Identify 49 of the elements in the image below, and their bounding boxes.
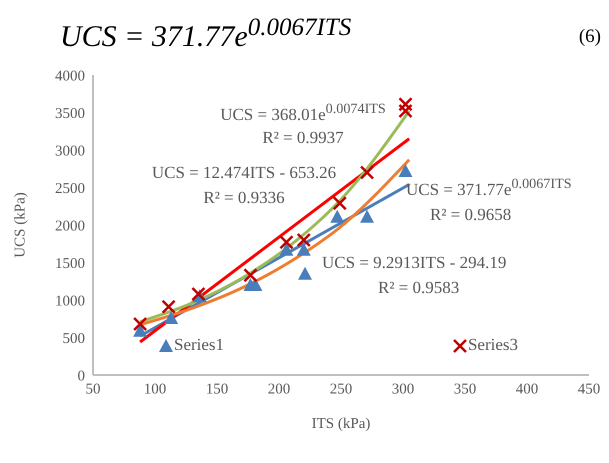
- point: [360, 210, 374, 223]
- x-axis-title: ITS (kPa): [312, 416, 370, 432]
- annotation: R² = 0.9658: [430, 205, 512, 225]
- x-tick-label: 350: [454, 382, 476, 398]
- x-tick-label: 250: [330, 382, 352, 398]
- y-tick-label: 3000: [55, 143, 85, 160]
- y-tick-label: 500: [62, 330, 85, 347]
- x-tick-label: 150: [206, 382, 228, 398]
- y-tick-label: 1500: [55, 256, 85, 272]
- annotation: UCS = 368.01e$^{0.0074ITS}$: [220, 101, 386, 125]
- x-tick-label: 200: [268, 382, 290, 398]
- point: [164, 311, 178, 324]
- point: [243, 268, 258, 282]
- point: [398, 164, 412, 177]
- legend-label: Series3: [466, 335, 518, 355]
- chart-title: UCS = 371.77e$^{0.0067ITS}$: [60, 14, 352, 54]
- point: [133, 324, 148, 337]
- point: [398, 104, 413, 118]
- annotation: R² = 0.9583: [378, 278, 460, 298]
- point: [330, 210, 344, 223]
- y-tick-label: 3500: [55, 106, 85, 122]
- point: [360, 165, 374, 180]
- annotation: UCS = 371.77e$^{0.0067ITS}$: [406, 176, 572, 200]
- point: [296, 242, 311, 256]
- y-tick-label: 2000: [55, 218, 85, 234]
- point: [332, 196, 348, 210]
- point: [279, 235, 294, 250]
- x-tick-label: 400: [516, 382, 538, 398]
- x-tick-label: 300: [392, 382, 414, 398]
- annotation: UCS = 12.474ITS - 653.26: [152, 163, 336, 183]
- y-tick-label: 4000: [55, 68, 85, 84]
- y-tick-label: 1000: [55, 293, 85, 310]
- point: [296, 232, 312, 248]
- point: [279, 242, 294, 256]
- annotation: R² = 0.9336: [203, 188, 285, 208]
- text: (6): [578, 26, 601, 48]
- point: [161, 300, 176, 314]
- x-tick-label: 450: [578, 382, 600, 398]
- x-tick-label: 50: [86, 382, 100, 398]
- point: [298, 266, 312, 280]
- y-axis-title: UCS (kPa): [12, 192, 28, 258]
- y-tick-label: 0: [78, 368, 85, 384]
- y-tick-label: 2500: [55, 180, 85, 197]
- annotation: UCS = 9.2913ITS - 294.19: [322, 253, 506, 273]
- point: [132, 316, 148, 332]
- x-tick-label: 100: [144, 382, 166, 398]
- annotation: R² = 0.9937: [262, 128, 344, 148]
- point: [398, 97, 413, 112]
- legend-label: Series1: [173, 335, 224, 355]
